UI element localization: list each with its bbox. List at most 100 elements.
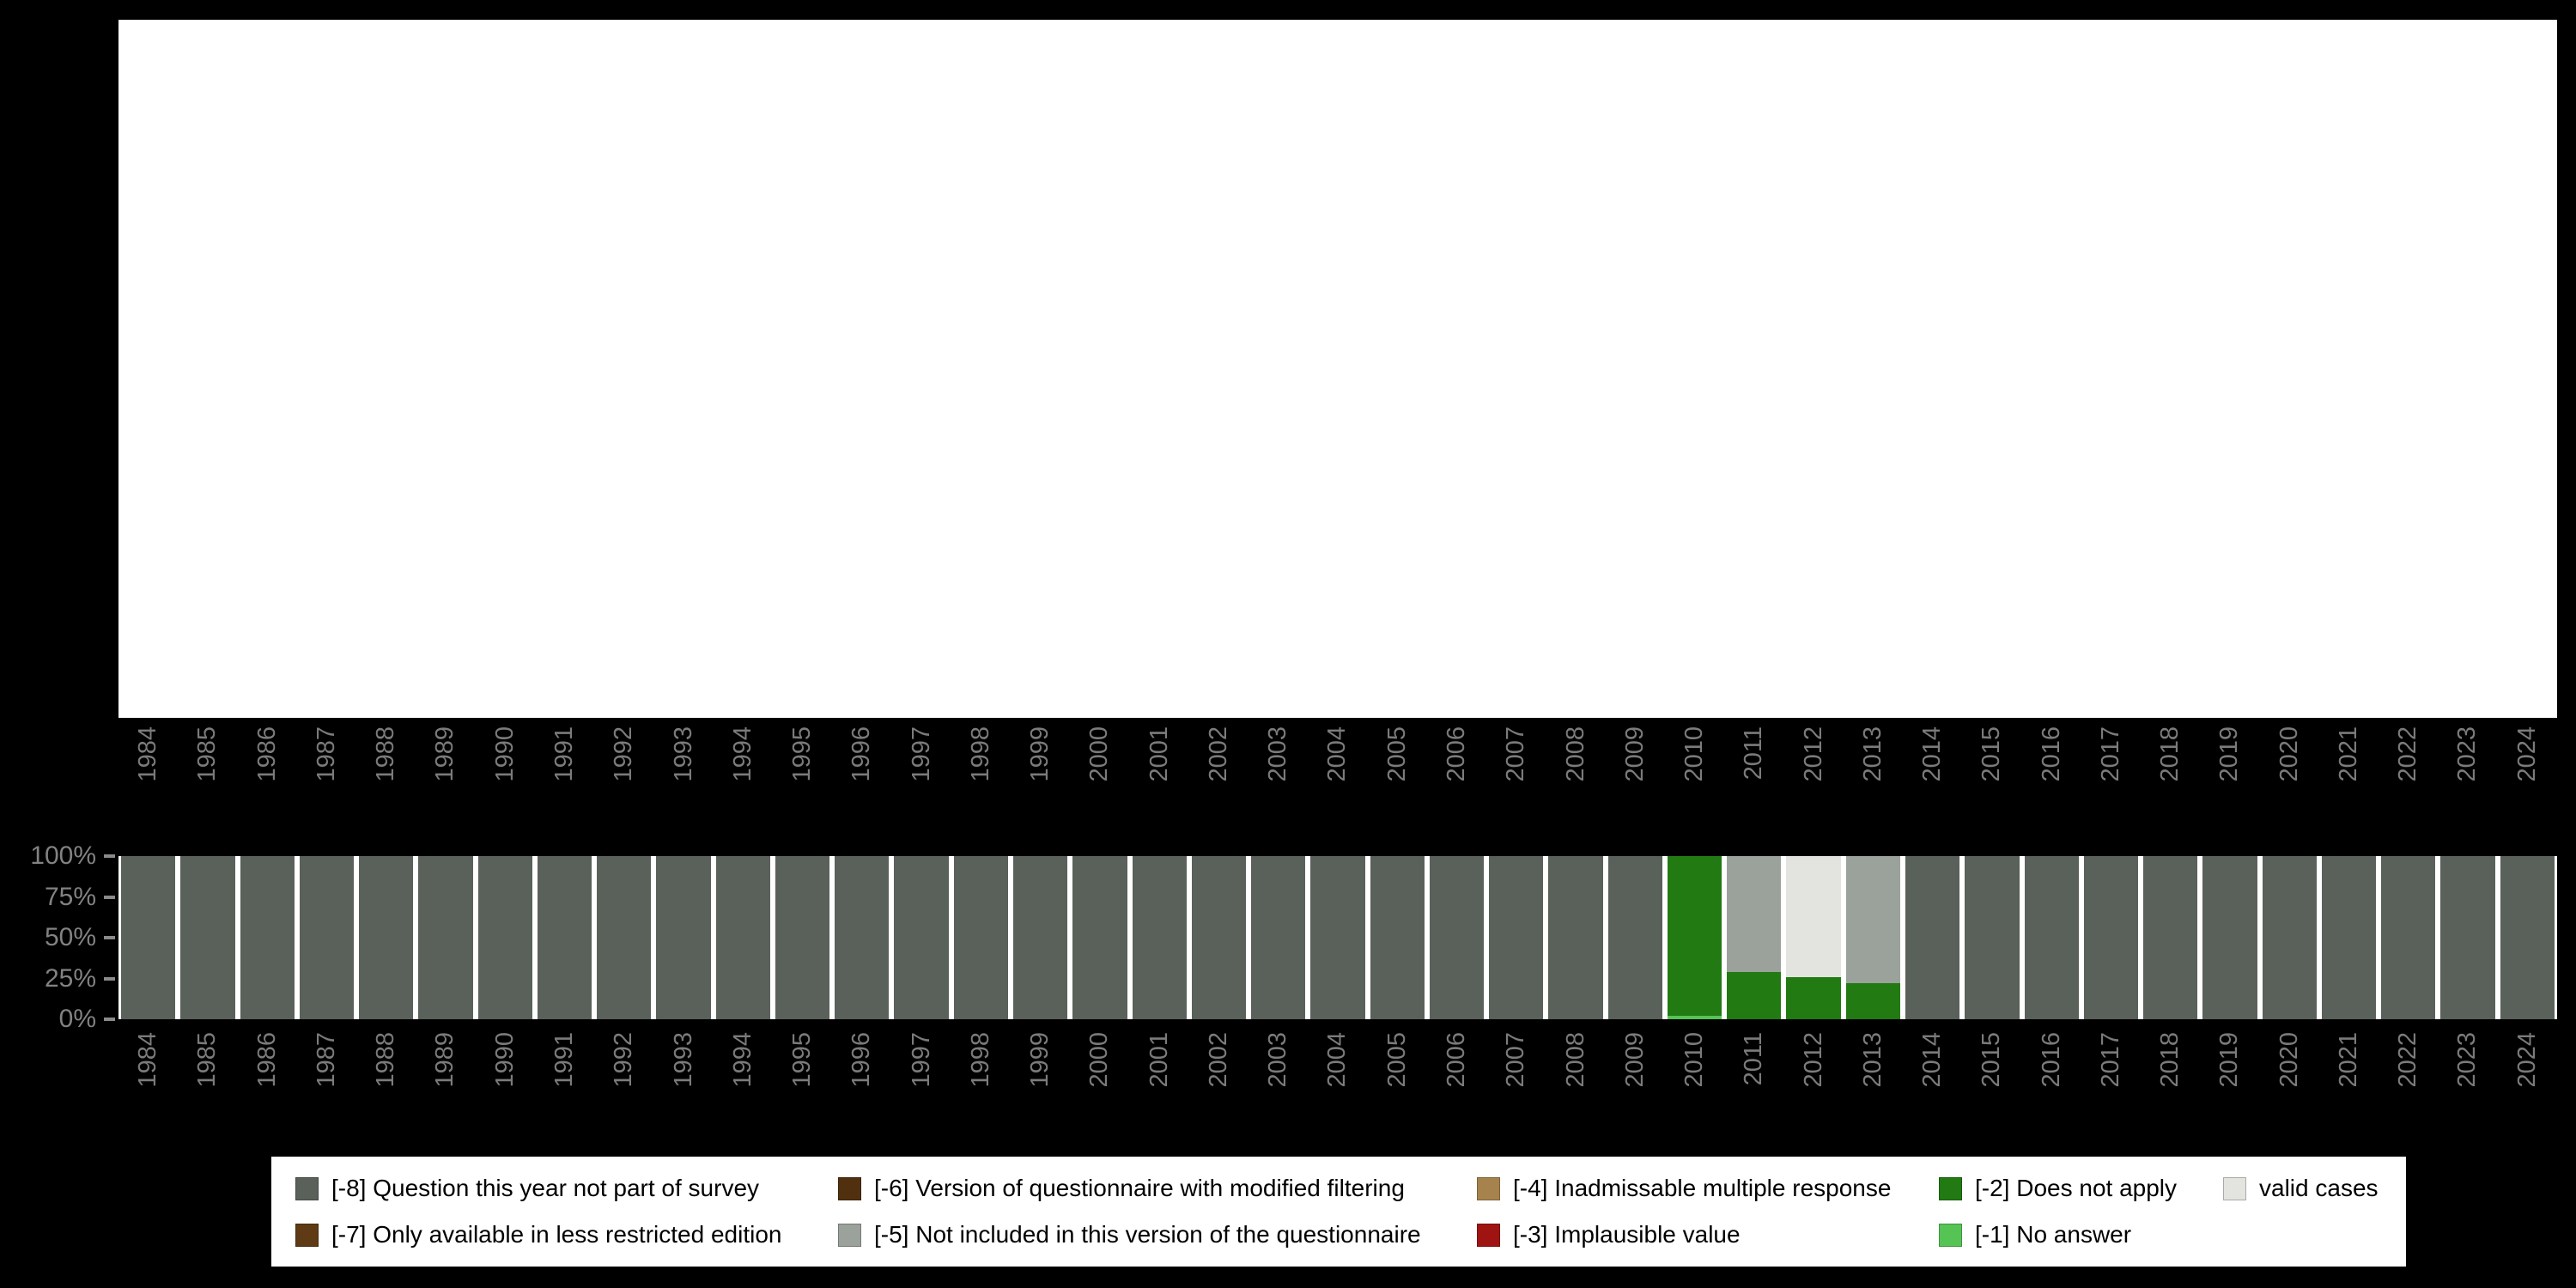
year-label-text: 2003 (1264, 1032, 1292, 1088)
year-label-text: 2021 (2334, 726, 2362, 782)
bar-segment-2014--8 (1905, 856, 1960, 1019)
year-label-text: 1991 (550, 726, 578, 782)
legend-swatch--4 (1477, 1176, 1500, 1200)
year-label-1987: 1987 (297, 1032, 356, 1122)
bar-segment-2000--8 (1072, 856, 1127, 1019)
year-label-1990: 1990 (476, 726, 535, 817)
bar-1995 (773, 856, 832, 1019)
x-axis-years-top: 1984 1985 1986 1987 1988 1989 1990 1991 1992 1993… (118, 726, 2557, 817)
year-label-2004: 2004 (1308, 726, 1367, 817)
year-label-text: 2013 (1858, 726, 1886, 782)
bar-1999 (1011, 856, 1070, 1019)
x-axis-years-bottom: 1984 1985 1986 1987 1988 1989 1990 1991 1992 1993… (118, 1032, 2557, 1122)
year-label-text: 1984 (134, 726, 162, 782)
missing-values-bar-chart (118, 856, 2557, 1019)
bar-segment-2019--8 (2202, 856, 2257, 1019)
bar-2023 (2438, 856, 2497, 1019)
year-label-2022: 2022 (2379, 1032, 2438, 1122)
year-label-text: 1996 (848, 1032, 876, 1088)
year-label-text: 1995 (788, 1032, 817, 1088)
year-label-2010: 2010 (1665, 726, 1724, 817)
year-label-text: 2011 (1740, 726, 1768, 781)
bar-2005 (1368, 856, 1427, 1019)
year-label-2023: 2023 (2438, 1032, 2497, 1122)
bar-segment-1993--8 (656, 856, 711, 1019)
year-label-text: 2017 (2096, 1032, 2124, 1088)
year-label-text: 1985 (193, 726, 222, 782)
year-label-2000: 2000 (1070, 1032, 1129, 1122)
bar-segment-2011--2 (1727, 971, 1782, 1019)
year-label-text: 2006 (1442, 726, 1470, 782)
legend-label--2: [-2] Does not apply (1975, 1175, 2178, 1201)
year-label-text: 1984 (134, 1032, 162, 1088)
bar-1985 (178, 856, 237, 1019)
legend-item--4: [-4] Inadmissable multiple response (1477, 1175, 1939, 1202)
year-label-2009: 2009 (1606, 726, 1665, 817)
year-label-2023: 2023 (2438, 726, 2497, 817)
year-label-1987: 1987 (297, 726, 356, 817)
legend-swatch--6 (838, 1176, 861, 1200)
year-label-text: 2014 (1918, 1032, 1947, 1088)
bar-segment-2008--8 (1548, 856, 1603, 1019)
year-label-1990: 1990 (476, 1032, 535, 1122)
y-axis-label-75pct: 75% (44, 882, 96, 911)
year-label-text: 2004 (1323, 726, 1352, 782)
year-label-2005: 2005 (1368, 726, 1427, 817)
year-label-text: 1992 (610, 1032, 638, 1088)
bar-segment-1997--8 (894, 856, 949, 1019)
legend-label--4: [-4] Inadmissable multiple response (1513, 1175, 1892, 1201)
legend-swatch--8 (295, 1176, 319, 1200)
legend-label--5: [-5] Not included in this version of the… (874, 1221, 1421, 1248)
year-label-2002: 2002 (1189, 1032, 1249, 1122)
year-label-text: 1989 (431, 726, 459, 782)
year-label-text: 2015 (1978, 1032, 2006, 1088)
year-label-2001: 2001 (1130, 726, 1189, 817)
legend-item--3: [-3] Implausible value (1477, 1221, 1939, 1249)
year-label-2014: 2014 (1903, 1032, 1962, 1122)
year-label-text: 2004 (1323, 1032, 1352, 1088)
year-label-1988: 1988 (356, 1032, 416, 1122)
bar-segment-2020--8 (2262, 856, 2317, 1019)
bar-2012 (1783, 856, 1843, 1019)
year-label-text: 2012 (1799, 726, 1827, 782)
year-label-text: 2020 (2275, 1032, 2303, 1088)
bar-segment-2016--8 (2024, 856, 2079, 1019)
year-label-2015: 2015 (1962, 1032, 2021, 1122)
year-label-text: 2012 (1799, 1032, 1827, 1088)
y-axis-tick-mark (104, 1018, 115, 1021)
y-axis-label-25pct: 25% (44, 963, 96, 993)
year-label-text: 1999 (1026, 1032, 1054, 1088)
year-label-text: 2014 (1918, 726, 1947, 782)
year-label-text: 2010 (1680, 726, 1709, 782)
year-label-1996: 1996 (832, 726, 891, 817)
year-label-1992: 1992 (594, 1032, 653, 1122)
year-label-text: 2023 (2453, 1032, 2482, 1088)
year-label-text: 2001 (1145, 726, 1173, 782)
year-label-2004: 2004 (1308, 1032, 1367, 1122)
bar-segment-2013--5 (1845, 856, 1900, 984)
year-label-1997: 1997 (891, 1032, 951, 1122)
bar-2015 (1962, 856, 2021, 1019)
year-label-text: 2024 (2512, 1032, 2541, 1088)
year-label-1988: 1988 (356, 726, 416, 817)
year-label-text: 2002 (1204, 726, 1232, 782)
year-label-text: 2010 (1680, 1032, 1709, 1088)
year-label-2007: 2007 (1486, 1032, 1546, 1122)
year-label-text: 2011 (1740, 1032, 1768, 1086)
year-label-2007: 2007 (1486, 726, 1546, 817)
year-label-text: 2018 (2156, 1032, 2184, 1088)
legend-item-valid: valid cases (2223, 1175, 2397, 1202)
bar-segment-2007--8 (1489, 856, 1544, 1019)
bar-segment-2021--8 (2321, 856, 2377, 1019)
bar-1989 (416, 856, 475, 1019)
y-axis-tick-mark (104, 895, 115, 899)
year-label-text: 2024 (2512, 726, 2541, 782)
year-label-text: 2000 (1085, 1032, 1114, 1088)
bar-1998 (951, 856, 1011, 1019)
year-label-text: 2007 (1502, 1032, 1530, 1088)
bar-segment-1988--8 (359, 856, 414, 1019)
bar-segment-2012--2 (1786, 976, 1841, 1019)
year-label-text: 2022 (2394, 1032, 2422, 1088)
y-axis-tick-mark (104, 976, 115, 981)
